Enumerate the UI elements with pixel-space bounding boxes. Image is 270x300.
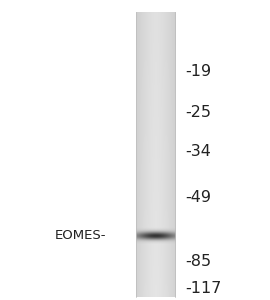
Text: EOMES-: EOMES- [55,229,107,242]
Text: -117: -117 [185,281,221,296]
Text: -34: -34 [185,144,211,159]
Text: -49: -49 [185,190,211,206]
Text: -85: -85 [185,254,211,268]
Text: -19: -19 [185,64,211,80]
Text: -25: -25 [185,105,211,120]
